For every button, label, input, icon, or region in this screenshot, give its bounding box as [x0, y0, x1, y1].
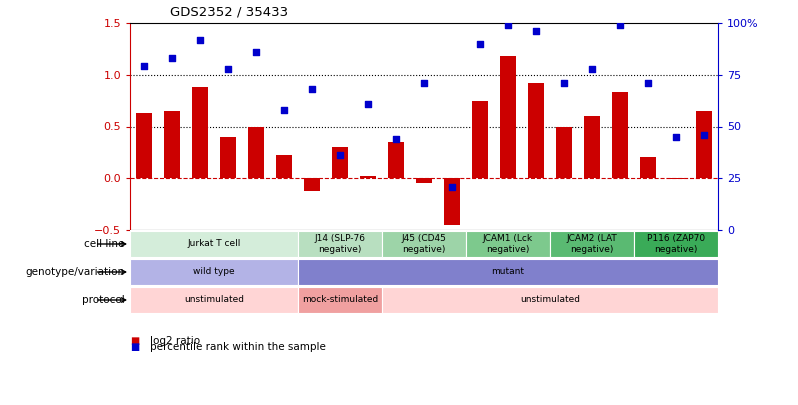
Bar — [472, 100, 488, 178]
Text: unstimulated: unstimulated — [520, 296, 580, 305]
Point — [502, 22, 515, 28]
Point — [389, 136, 402, 142]
Bar — [668, 178, 685, 179]
Bar — [500, 56, 516, 178]
Bar — [640, 156, 657, 178]
Text: J14 (SLP-76
negative): J14 (SLP-76 negative) — [314, 234, 365, 254]
Point — [642, 80, 654, 86]
Bar — [130, 230, 298, 258]
Text: mutant: mutant — [492, 267, 524, 277]
Text: P116 (ZAP70
negative): P116 (ZAP70 negative) — [647, 234, 705, 254]
Point — [586, 65, 598, 72]
Point — [222, 65, 235, 72]
Bar — [219, 137, 236, 178]
Bar — [298, 230, 382, 258]
Bar — [388, 142, 405, 178]
Point — [474, 40, 487, 47]
Bar — [130, 287, 298, 313]
Bar — [382, 230, 466, 258]
Text: GDS2352 / 35433: GDS2352 / 35433 — [170, 6, 288, 19]
Text: wild type: wild type — [193, 267, 235, 277]
Bar — [527, 83, 544, 178]
Bar — [332, 147, 349, 178]
Bar — [303, 178, 321, 191]
Point — [614, 22, 626, 28]
Text: J45 (CD45
negative): J45 (CD45 negative) — [401, 234, 446, 254]
Bar — [247, 126, 264, 178]
Bar — [444, 178, 460, 225]
Bar — [466, 230, 550, 258]
Bar — [583, 116, 600, 178]
Bar — [275, 156, 292, 178]
Bar — [382, 287, 718, 313]
Text: genotype/variation: genotype/variation — [26, 267, 124, 277]
Bar — [634, 230, 718, 258]
Point — [445, 183, 458, 190]
Bar — [611, 92, 628, 178]
Text: percentile rank within the sample: percentile rank within the sample — [150, 342, 326, 352]
Text: mock-stimulated: mock-stimulated — [302, 296, 378, 305]
Bar — [555, 126, 572, 178]
Point — [278, 107, 290, 113]
Point — [417, 80, 430, 86]
Point — [670, 134, 682, 140]
Point — [306, 86, 318, 92]
Text: log2 ratio: log2 ratio — [150, 336, 200, 346]
Point — [250, 49, 263, 55]
Point — [530, 28, 543, 34]
Point — [334, 152, 346, 159]
Bar — [360, 176, 377, 178]
Text: JCAM1 (Lck
negative): JCAM1 (Lck negative) — [483, 234, 533, 254]
Bar — [298, 258, 718, 286]
Point — [137, 63, 150, 70]
Bar — [192, 87, 208, 178]
Point — [194, 36, 207, 43]
Point — [558, 80, 571, 86]
Text: unstimulated: unstimulated — [184, 296, 244, 305]
Text: protocol: protocol — [81, 295, 124, 305]
Point — [697, 132, 710, 138]
Text: ■: ■ — [130, 342, 139, 352]
Text: ■: ■ — [130, 336, 139, 346]
Bar — [298, 287, 382, 313]
Text: JCAM2 (LAT
negative): JCAM2 (LAT negative) — [567, 234, 618, 254]
Point — [361, 100, 374, 107]
Text: cell line: cell line — [84, 239, 124, 249]
Bar — [696, 111, 713, 178]
Text: Jurkat T cell: Jurkat T cell — [188, 239, 241, 249]
Bar — [416, 178, 433, 183]
Bar — [130, 258, 298, 286]
Point — [166, 55, 179, 62]
Bar — [136, 113, 152, 178]
Bar — [550, 230, 634, 258]
Bar — [164, 111, 180, 178]
